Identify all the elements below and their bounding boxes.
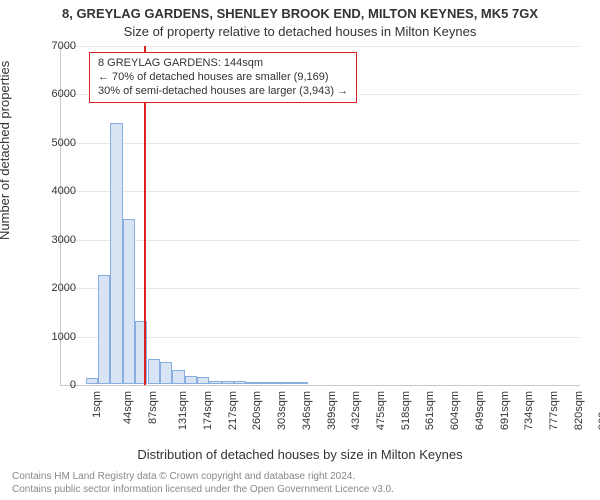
x-tick-label: 649sqm: [474, 391, 486, 430]
histogram-bar: [283, 382, 295, 384]
histogram-bar: [259, 382, 271, 384]
histogram-bar: [148, 359, 160, 384]
y-tick-label: 5000: [38, 137, 76, 149]
chart-title-sub: Size of property relative to detached ho…: [0, 24, 600, 39]
gridline: [61, 240, 580, 241]
x-tick-label: 518sqm: [400, 391, 412, 430]
histogram-bar: [172, 370, 184, 384]
x-tick-label: 217sqm: [227, 391, 239, 430]
histogram-bar: [222, 381, 234, 384]
x-tick-label: 604sqm: [449, 391, 461, 430]
y-tick-label: 0: [38, 379, 76, 391]
x-tick-label: 303sqm: [276, 391, 288, 430]
x-tick-label: 691sqm: [499, 391, 511, 430]
y-axis-label: Number of detached properties: [0, 61, 12, 240]
histogram-bar: [246, 382, 258, 384]
y-tick-label: 1000: [38, 331, 76, 343]
gridline: [61, 46, 580, 47]
histogram-bar: [271, 382, 283, 384]
x-tick-label: 260sqm: [252, 391, 264, 430]
x-axis-label: Distribution of detached houses by size …: [0, 447, 600, 462]
x-tick-label: 1sqm: [91, 391, 103, 418]
histogram-bar: [160, 362, 172, 384]
histogram-bar: [110, 123, 122, 385]
annotation-line: ← 70% of detached houses are smaller (9,…: [98, 71, 348, 85]
histogram-bar: [296, 382, 308, 384]
histogram-bar: [86, 378, 98, 384]
x-tick-label: 561sqm: [425, 391, 437, 430]
x-tick-label: 131sqm: [177, 391, 189, 430]
x-tick-label: 389sqm: [326, 391, 338, 430]
y-tick-label: 2000: [38, 282, 76, 294]
annotation-line: 8 GREYLAG GARDENS: 144sqm: [98, 57, 348, 71]
chart-plot-area: 8 GREYLAG GARDENS: 144sqm← 70% of detach…: [60, 46, 580, 386]
x-tick-label: 820sqm: [573, 391, 585, 430]
histogram-bar: [209, 381, 221, 384]
histogram-bar: [185, 376, 197, 384]
footer-line: Contains public sector information licen…: [12, 484, 394, 497]
gridline: [61, 288, 580, 289]
annotation-box: 8 GREYLAG GARDENS: 144sqm← 70% of detach…: [89, 52, 357, 103]
x-tick-label: 475sqm: [375, 391, 387, 430]
gridline: [61, 143, 580, 144]
histogram-bar: [98, 275, 110, 384]
x-tick-label: 87sqm: [147, 391, 159, 424]
chart-title-main: 8, GREYLAG GARDENS, SHENLEY BROOK END, M…: [0, 6, 600, 21]
y-tick-label: 3000: [38, 234, 76, 246]
x-tick-label: 44sqm: [122, 391, 134, 424]
annotation-line: 30% of semi-detached houses are larger (…: [98, 85, 348, 99]
histogram-bar: [197, 377, 209, 384]
footer-attribution: Contains HM Land Registry data © Crown c…: [12, 471, 394, 496]
histogram-bar: [234, 381, 246, 384]
footer-line: Contains HM Land Registry data © Crown c…: [12, 471, 394, 484]
gridline: [61, 191, 580, 192]
y-tick-label: 4000: [38, 185, 76, 197]
x-tick-label: 174sqm: [202, 391, 214, 430]
x-tick-label: 346sqm: [301, 391, 313, 430]
x-tick-label: 432sqm: [350, 391, 362, 430]
x-tick-label: 777sqm: [548, 391, 560, 430]
x-tick-label: 734sqm: [523, 391, 535, 430]
histogram-bar: [123, 219, 135, 384]
y-tick-label: 6000: [38, 88, 76, 100]
y-tick-label: 7000: [38, 40, 76, 52]
